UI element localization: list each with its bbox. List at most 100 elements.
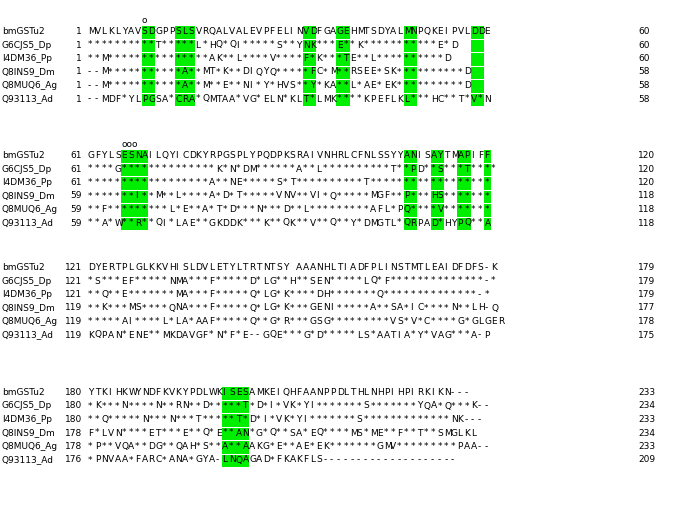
Text: *: * bbox=[249, 178, 253, 187]
Text: *: * bbox=[377, 41, 382, 49]
Text: *: * bbox=[283, 41, 288, 49]
Bar bbox=[410, 190, 417, 203]
Text: S: S bbox=[390, 304, 396, 312]
Bar bbox=[310, 94, 316, 106]
Text: *: * bbox=[438, 415, 442, 424]
Text: K: K bbox=[256, 442, 262, 451]
Text: -: - bbox=[88, 81, 91, 90]
Text: *: * bbox=[297, 330, 301, 339]
Text: T: T bbox=[336, 263, 342, 272]
Text: A: A bbox=[229, 95, 235, 104]
Text: -: - bbox=[370, 456, 373, 464]
Text: *: * bbox=[263, 429, 267, 438]
Text: 60: 60 bbox=[638, 41, 649, 49]
Text: *: * bbox=[484, 178, 489, 187]
Text: K: K bbox=[390, 81, 397, 90]
Text: *: * bbox=[189, 401, 193, 410]
Text: *: * bbox=[169, 81, 173, 90]
Text: T: T bbox=[444, 151, 449, 160]
Bar bbox=[403, 39, 410, 52]
Text: *: * bbox=[128, 205, 133, 214]
Text: *: * bbox=[484, 205, 489, 214]
Bar bbox=[142, 39, 149, 52]
Text: A: A bbox=[182, 290, 188, 299]
Text: E: E bbox=[438, 41, 443, 49]
Text: *: * bbox=[424, 205, 429, 214]
Text: A: A bbox=[216, 27, 222, 36]
Text: *: * bbox=[343, 178, 348, 187]
Bar bbox=[142, 66, 149, 79]
Text: *: * bbox=[303, 191, 308, 200]
Text: *: * bbox=[323, 41, 327, 49]
Bar bbox=[148, 80, 155, 93]
Text: *: * bbox=[216, 290, 220, 299]
Text: V: V bbox=[310, 191, 316, 200]
Text: *: * bbox=[135, 442, 140, 451]
Text: M: M bbox=[256, 388, 264, 397]
Text: *: * bbox=[458, 330, 462, 339]
Text: *: * bbox=[182, 54, 186, 63]
Text: *: * bbox=[135, 178, 140, 187]
Bar bbox=[229, 400, 236, 413]
Bar bbox=[464, 190, 471, 203]
Text: *: * bbox=[350, 330, 355, 339]
Text: *: * bbox=[464, 205, 469, 214]
Text: *: * bbox=[404, 178, 408, 187]
Text: E: E bbox=[249, 27, 255, 36]
Text: *: * bbox=[390, 401, 395, 410]
Text: T: T bbox=[115, 263, 121, 272]
Text: L: L bbox=[242, 27, 247, 36]
Text: K: K bbox=[95, 401, 101, 410]
Text: *: * bbox=[397, 165, 401, 174]
Text: P: P bbox=[95, 456, 100, 464]
Text: M: M bbox=[451, 151, 459, 160]
Text: *: * bbox=[269, 218, 274, 228]
Text: A: A bbox=[182, 81, 188, 90]
Text: S: S bbox=[377, 151, 383, 160]
Text: *: * bbox=[229, 317, 234, 326]
Bar bbox=[148, 94, 155, 106]
Text: *: * bbox=[458, 81, 462, 90]
Text: *: * bbox=[276, 205, 281, 214]
Text: *: * bbox=[316, 81, 321, 90]
Text: *: * bbox=[410, 178, 415, 187]
Text: E: E bbox=[128, 330, 134, 339]
Text: D: D bbox=[149, 388, 155, 397]
Text: *: * bbox=[377, 304, 382, 312]
Text: *: * bbox=[343, 415, 348, 424]
Text: *: * bbox=[209, 442, 214, 451]
Text: *: * bbox=[310, 178, 314, 187]
Text: V: V bbox=[169, 388, 175, 397]
Text: *: * bbox=[169, 191, 173, 200]
Text: F: F bbox=[95, 151, 100, 160]
Text: *: * bbox=[364, 191, 368, 200]
Text: *: * bbox=[357, 165, 361, 174]
Bar bbox=[464, 204, 471, 217]
Text: M: M bbox=[323, 95, 331, 104]
Text: *: * bbox=[122, 330, 126, 339]
Text: K: K bbox=[364, 95, 369, 104]
Text: F: F bbox=[209, 290, 214, 299]
Text: *: * bbox=[458, 191, 462, 200]
Text: *: * bbox=[370, 178, 375, 187]
Text: -: - bbox=[484, 401, 488, 410]
Text: Q: Q bbox=[202, 429, 209, 438]
Text: *: * bbox=[229, 191, 234, 200]
Text: Y: Y bbox=[310, 81, 315, 90]
Text: *: * bbox=[364, 205, 368, 214]
Text: *: * bbox=[189, 304, 193, 312]
Text: -: - bbox=[95, 67, 98, 76]
Text: *: * bbox=[256, 54, 260, 63]
Text: *: * bbox=[431, 290, 435, 299]
Text: V: V bbox=[290, 191, 296, 200]
Text: *: * bbox=[108, 218, 112, 228]
Text: *: * bbox=[101, 401, 106, 410]
Text: N: N bbox=[390, 263, 397, 272]
Text: *: * bbox=[182, 191, 186, 200]
Text: *: * bbox=[424, 95, 429, 104]
Text: 179: 179 bbox=[638, 263, 656, 272]
Text: L: L bbox=[397, 27, 402, 36]
Text: E: E bbox=[316, 304, 322, 312]
Text: P: P bbox=[484, 330, 490, 339]
Text: *: * bbox=[431, 277, 435, 286]
